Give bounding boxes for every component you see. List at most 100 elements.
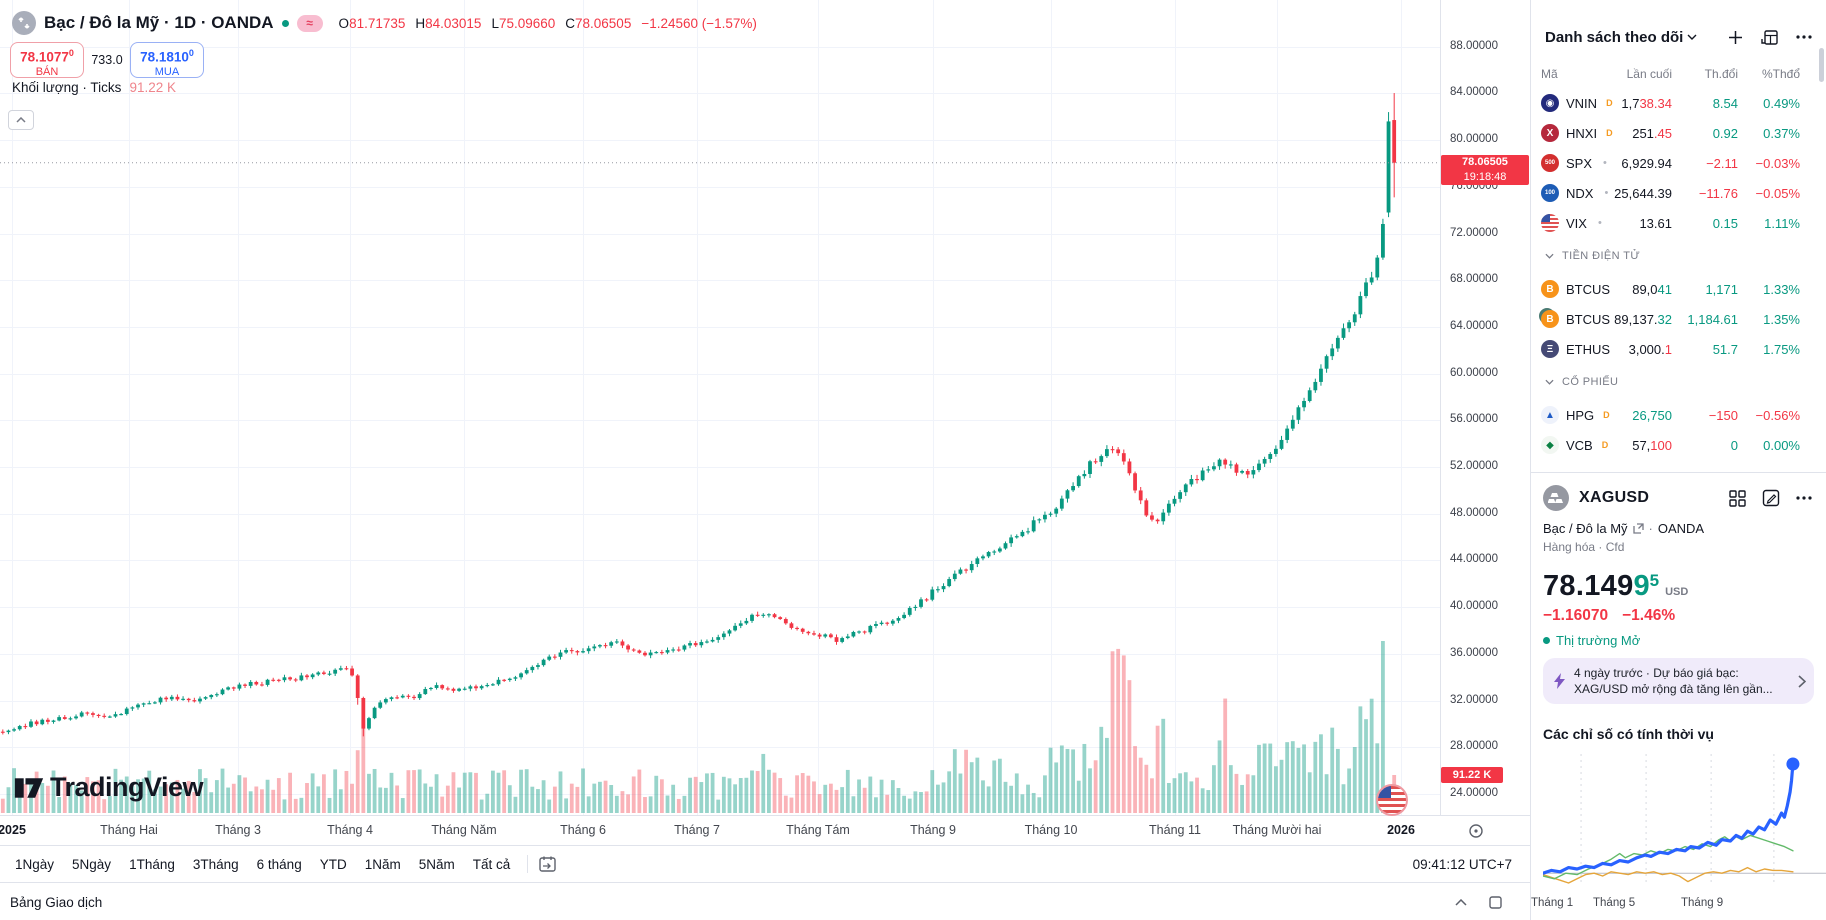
last-price: 13.61 bbox=[1639, 215, 1672, 231]
watchlist-rows: ◉ VNIN D 1,738.34 8.54 0.49% X HNXI D 251.45 0.92 0… bbox=[1531, 88, 1826, 460]
watchlist-row-ethus[interactable]: Ξ ETHUS 3,000.1 51.7 1.75% bbox=[1531, 334, 1826, 364]
watchlist-row-vix[interactable]: VIX • 13.61 0.15 1.11% bbox=[1531, 208, 1826, 238]
range-button-tất-cả[interactable]: Tất cả bbox=[472, 856, 511, 872]
watchlist-more-icon[interactable] bbox=[1796, 35, 1812, 39]
watchlist-title-dropdown[interactable]: Danh sách theo dõi bbox=[1545, 29, 1697, 46]
price-axis[interactable]: 24.00000 28.00000 32.00000 36.00000 40.00000… bbox=[1440, 0, 1531, 815]
column-header[interactable]: Mã bbox=[1541, 67, 1558, 81]
lightning-icon bbox=[1554, 673, 1565, 689]
watchlist-row-btcus[interactable]: B BTCUS 89,041 1,171 1.33% bbox=[1531, 274, 1826, 304]
watchlist-row-hnxi[interactable]: X HNXI D 251.45 0.92 0.37% bbox=[1531, 118, 1826, 148]
price-tick-label: 24.00000 bbox=[1450, 786, 1498, 799]
grid-lines bbox=[0, 0, 1440, 815]
time-axis[interactable]: 2025 Tháng Hai Tháng 3 Tháng 4 Tháng Năm Thán… bbox=[0, 815, 1530, 846]
symbol-title[interactable]: Bạc / Đô la Mỹ · 1D · OANDA bbox=[44, 13, 274, 32]
last-price: 251.45 bbox=[1632, 125, 1672, 141]
buy-button[interactable]: 78.18100 MUA bbox=[130, 42, 204, 78]
column-header[interactable]: Lần cuối bbox=[1626, 67, 1672, 81]
ticker-symbol: SPX bbox=[1566, 155, 1593, 171]
expand-panel-icon[interactable] bbox=[1455, 898, 1467, 906]
price-tick-label: 44.00000 bbox=[1450, 553, 1498, 566]
clock[interactable]: 09:41:12 UTC+7 bbox=[1412, 857, 1512, 872]
range-button-1ngày[interactable]: 1Ngày bbox=[15, 856, 55, 872]
seasonal-mini-chart[interactable] bbox=[1531, 742, 1826, 895]
volume-indicator-row[interactable]: Khối lượng · Ticks 91.22 K bbox=[12, 80, 176, 95]
layout-grid-icon[interactable] bbox=[1729, 489, 1746, 507]
delayed-data-pill[interactable]: ≈ bbox=[296, 14, 323, 32]
watchlist-section-header[interactable]: TIỀN ĐIỆN TỬ bbox=[1531, 238, 1826, 274]
seasonal-series-orange bbox=[1542, 866, 1794, 884]
panel-window-icon[interactable] bbox=[1489, 895, 1502, 909]
us-flag-icon bbox=[1541, 214, 1559, 232]
add-symbol-icon[interactable] bbox=[1728, 30, 1743, 45]
watchlist-section-header[interactable]: CỔ PHIẾU bbox=[1531, 364, 1826, 400]
price-tick-label: 56.00000 bbox=[1450, 413, 1498, 426]
change-value: −2.11 bbox=[1706, 155, 1738, 171]
range-button-6-tháng[interactable]: 6 tháng bbox=[256, 856, 302, 872]
change-percent: −0.05% bbox=[1755, 185, 1800, 201]
collapse-indicators-button[interactable] bbox=[8, 110, 34, 130]
watchlist-grid-view-icon[interactable] bbox=[1761, 29, 1778, 45]
change-percent: −0.56% bbox=[1755, 407, 1800, 423]
vnin-logo-icon: ◉ bbox=[1541, 94, 1559, 112]
month-label: Tháng 6 bbox=[560, 823, 606, 837]
change-value: 0 bbox=[1730, 437, 1738, 453]
range-button-1năm[interactable]: 1Năm bbox=[364, 856, 401, 872]
watchlist-row-ndx[interactable]: 100 NDX • 25,644.39 −11.76 −0.05% bbox=[1531, 178, 1826, 208]
symbol-search-icon[interactable] bbox=[12, 11, 36, 35]
change-percent: 1.11% bbox=[1764, 215, 1800, 231]
month-label: Tháng 7 bbox=[674, 823, 720, 837]
range-button-5năm[interactable]: 5Năm bbox=[418, 856, 455, 872]
watchlist-row-hpg[interactable]: ▲ HPG D 26,750 −150 −0.56% bbox=[1531, 400, 1826, 430]
symbol-ticker[interactable]: XAGUSD bbox=[1579, 489, 1650, 506]
volume-indicator-value: 91.22 K bbox=[129, 80, 176, 95]
watchlist-panel: Danh sách theo dõi Mã Lần cuối Th.đổi %Thđổ… bbox=[1530, 0, 1826, 920]
candlestick-chart[interactable] bbox=[0, 0, 1440, 815]
watchlist-column-headers[interactable]: Mã Lần cuối Th.đổi %Thđổ bbox=[1531, 60, 1826, 88]
last-price: 3,000.1 bbox=[1628, 341, 1672, 357]
change-value: 1,184.61 bbox=[1687, 311, 1738, 327]
spx-logo-icon: 500 bbox=[1541, 154, 1559, 172]
price-tick-label: 64.00000 bbox=[1450, 319, 1498, 332]
last-price: 57,100 bbox=[1632, 437, 1672, 453]
daily-badge: D bbox=[1606, 98, 1613, 108]
go-to-date-icon[interactable] bbox=[538, 855, 557, 874]
change-value: 0.15 bbox=[1712, 215, 1738, 231]
ethus-logo-icon: Ξ bbox=[1541, 340, 1559, 358]
range-button-5ngày[interactable]: 5Ngày bbox=[72, 856, 112, 872]
column-header[interactable]: Th.đổi bbox=[1704, 67, 1738, 81]
price-tick-label: 80.00000 bbox=[1450, 133, 1498, 146]
watchlist-header: Danh sách theo dõi bbox=[1531, 0, 1826, 60]
external-link-icon[interactable] bbox=[1632, 523, 1644, 534]
watchlist-row-vcb[interactable]: ◆ VCB D 57,100 0 0.00% bbox=[1531, 430, 1826, 460]
watchlist-row-spx[interactable]: 500 SPX • 6,929.94 −2.11 −0.03% bbox=[1531, 148, 1826, 178]
news-pill[interactable]: 4 ngày trước · Dự báo giá bạc: XAG/USD m… bbox=[1543, 658, 1814, 704]
trading-panel-tab[interactable]: Bảng Giao dịch bbox=[10, 894, 103, 910]
watchlist-row-vnin[interactable]: ◉ VNIN D 1,738.34 8.54 0.49% bbox=[1531, 88, 1826, 118]
year-label: 2025 bbox=[0, 823, 26, 837]
price-tick-label: 84.00000 bbox=[1450, 86, 1498, 99]
chevron-right-icon bbox=[1798, 674, 1806, 688]
range-button-1tháng[interactable]: 1Tháng bbox=[129, 856, 175, 872]
spread-value: 733.0 bbox=[91, 53, 123, 67]
last-price: 89,041 bbox=[1632, 281, 1672, 297]
symbol-more-icon[interactable] bbox=[1796, 496, 1812, 500]
month-label: Tháng 3 bbox=[215, 823, 261, 837]
scales-settings-icon[interactable] bbox=[1468, 823, 1484, 839]
tradingview-watermark: TradingView bbox=[14, 772, 204, 803]
range-button-3tháng[interactable]: 3Tháng bbox=[192, 856, 239, 872]
month-label: Tháng 11 bbox=[1149, 823, 1201, 837]
watchlist-scrollbar[interactable] bbox=[1819, 48, 1824, 82]
range-button-ytd[interactable]: YTD bbox=[319, 856, 347, 872]
bar-countdown: 19:18:48 bbox=[1463, 171, 1507, 183]
price-tick-label: 32.00000 bbox=[1450, 693, 1498, 706]
market-status: Thị trường Mở bbox=[1531, 625, 1826, 648]
candles-layer bbox=[0, 93, 1397, 737]
ticker-symbol: HPG bbox=[1566, 407, 1595, 423]
watchlist-row-btcus[interactable]: B BTCUS 89,137.32 1,184.61 1.35% bbox=[1531, 304, 1826, 334]
column-header[interactable]: %Thđổ bbox=[1761, 67, 1800, 81]
sell-button[interactable]: 78.10770 BÁN bbox=[10, 42, 84, 78]
news-line1: 4 ngày trước · Dự báo giá bạc: bbox=[1574, 666, 1739, 680]
edit-note-icon[interactable] bbox=[1762, 489, 1780, 507]
silver-symbol-icon bbox=[1543, 485, 1569, 511]
